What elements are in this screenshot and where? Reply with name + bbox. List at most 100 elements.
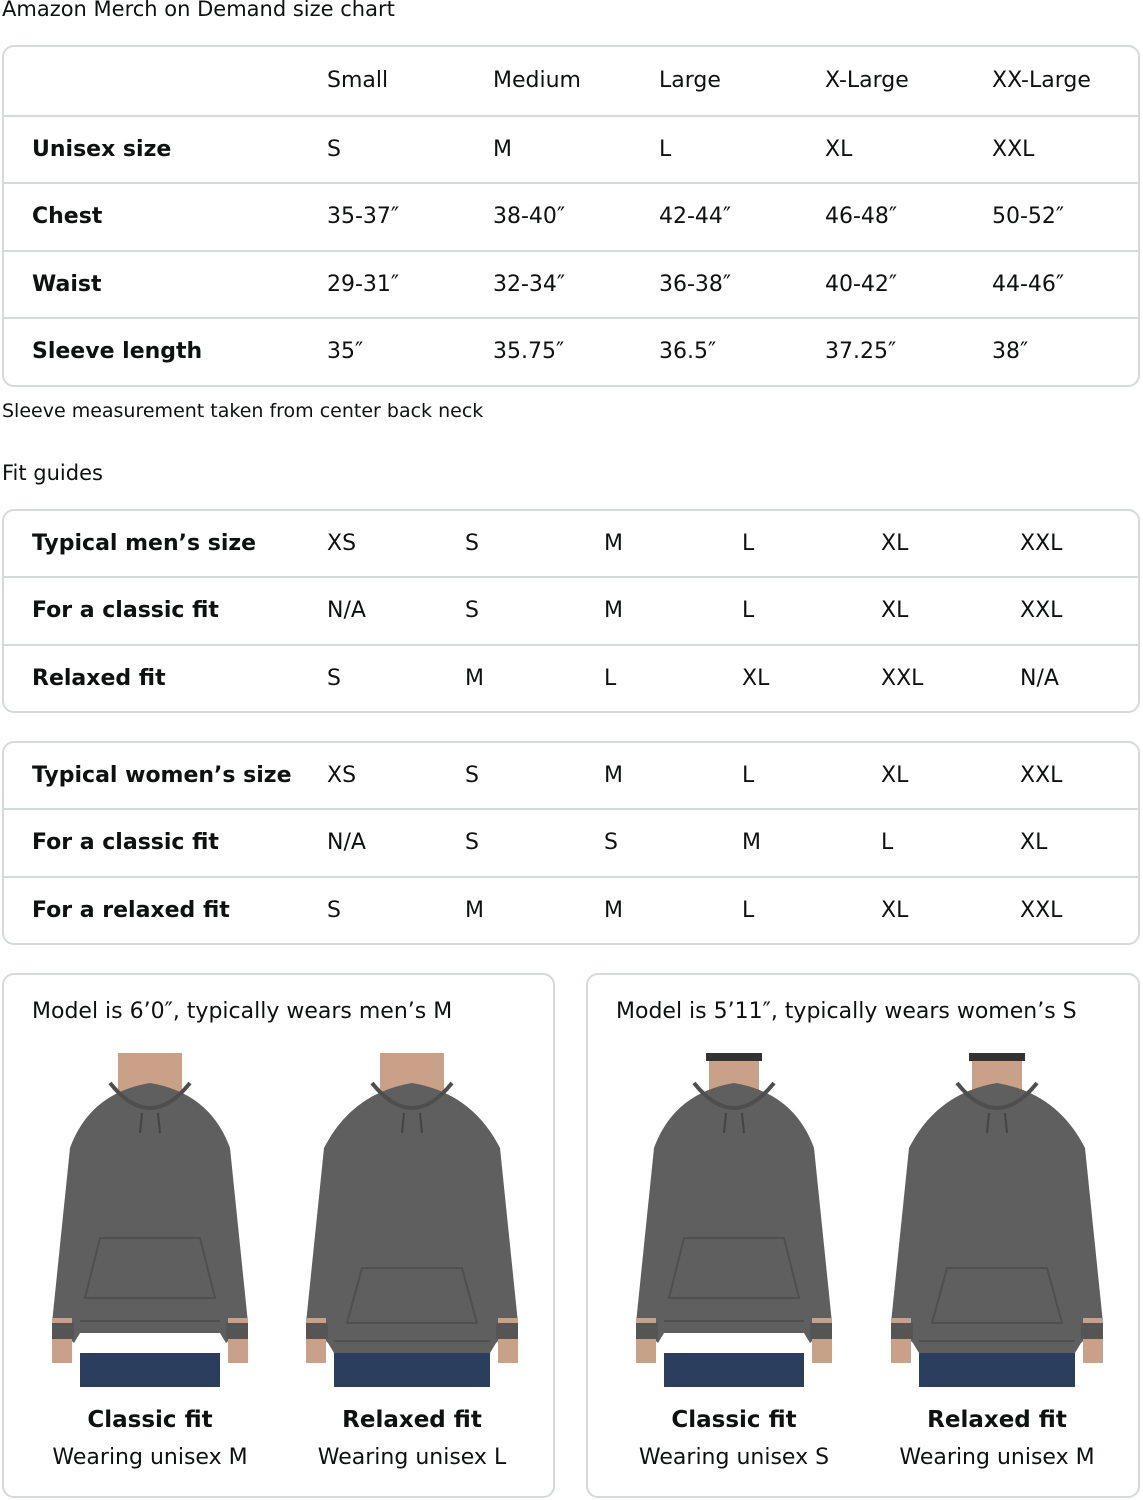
table-cell: L — [742, 531, 755, 556]
table-cell: XXL — [992, 136, 1035, 162]
table-cell: S — [604, 830, 618, 856]
table-cell: 35.75″ — [493, 339, 565, 365]
mens-model-card: Model is 6’0″, typically wears men’s M C… — [2, 973, 555, 1498]
table-cell: S — [327, 136, 341, 162]
fit-label: Classic fit — [671, 1407, 797, 1433]
table-cell: S — [327, 897, 341, 923]
table-cell: N/A — [327, 830, 366, 856]
table-cell: XXL — [1020, 763, 1063, 788]
womens-fit-table: Typical women’s size XS S M L XL XXL For a clas… — [2, 741, 1140, 945]
column-header: XX-Large — [992, 68, 1091, 94]
table-cell: XL — [742, 665, 770, 691]
table-cell: 38-40″ — [493, 204, 566, 230]
table-cell: 38″ — [992, 339, 1029, 365]
page-title: Amazon Merch on Demand size chart — [2, 0, 395, 21]
table-row: Chest 35-37″ 38-40″ 42-44″ 46-48″ 50-52″ — [4, 182, 1138, 250]
table-cell: XXL — [1020, 531, 1063, 556]
row-label: For a relaxed fit — [32, 897, 230, 923]
table-cell: M — [604, 897, 623, 923]
table-cell: L — [604, 665, 617, 691]
table-cell: 46-48″ — [825, 204, 898, 230]
table-cell: M — [604, 598, 623, 624]
table-cell: XS — [327, 763, 357, 788]
table-row: Sleeve length 35″ 35.75″ 36.5″ 37.25″ 38″ — [4, 317, 1138, 385]
column-header: Small — [327, 68, 389, 94]
table-cell: XXL — [881, 665, 924, 691]
table-row: For a classic fit N/A S S M L XL — [4, 808, 1138, 876]
fit-label: Relaxed fit — [342, 1407, 482, 1433]
table-cell: XXL — [1020, 598, 1063, 624]
wearing-size: Wearing unisex M — [899, 1445, 1095, 1470]
column-header: X-Large — [825, 68, 909, 94]
column-header: Large — [659, 68, 721, 94]
hoodie-model-photo — [30, 1053, 270, 1387]
table-cell: 50-52″ — [992, 204, 1065, 230]
table-cell: L — [659, 136, 672, 162]
table-cell: XL — [1020, 830, 1048, 856]
table-cell: S — [465, 598, 479, 624]
table-cell: M — [604, 531, 623, 556]
table-row: For a relaxed fit S M M L XL XXL — [4, 875, 1138, 944]
wearing-size: Wearing unisex L — [317, 1445, 507, 1470]
table-cell: N/A — [1020, 665, 1059, 691]
table-cell: N/A — [327, 598, 366, 624]
table-cell: 37.25″ — [825, 339, 897, 365]
table-cell: M — [465, 665, 484, 691]
table-cell: M — [465, 897, 484, 923]
row-label: Unisex size — [32, 136, 172, 162]
table-cell: XL — [825, 136, 853, 162]
column-header: Medium — [493, 68, 581, 94]
table-row: Waist 29-31″ 32-34″ 36-38″ 40-42″ 44-46″ — [4, 249, 1138, 318]
table-header-row: Small Medium Large X-Large XX-Large — [4, 47, 1138, 115]
table-row: Unisex size S M L XL XXL — [4, 114, 1138, 183]
model-caption: Model is 6’0″, typically wears men’s M — [32, 999, 453, 1024]
table-cell: L — [742, 897, 755, 923]
table-row: For a classic fit N/A S M L XL XXL — [4, 576, 1138, 644]
wearing-size: Wearing unisex M — [52, 1445, 248, 1470]
table-cell: 36-38″ — [659, 271, 732, 297]
table-row: Typical men’s size XS S M L XL XXL — [4, 511, 1138, 576]
table-cell: L — [742, 598, 755, 624]
table-cell: 42-44″ — [659, 204, 732, 230]
row-label: Sleeve length — [32, 339, 203, 365]
row-label: Chest — [32, 204, 103, 230]
table-cell: XL — [881, 598, 909, 624]
table-cell: M — [742, 830, 761, 856]
table-cell: 29-31″ — [327, 271, 400, 297]
wearing-size: Wearing unisex S — [638, 1445, 830, 1470]
mens-fit-table: Typical men’s size XS S M L XL XXL For a classi… — [2, 509, 1140, 713]
table-cell: XS — [327, 531, 357, 556]
row-label: For a classic fit — [32, 598, 219, 624]
row-label: For a classic fit — [32, 830, 219, 856]
fit-label: Relaxed fit — [927, 1407, 1067, 1433]
womens-model-card: Model is 5’11″, typically wears women’s … — [586, 973, 1140, 1498]
row-label: Typical women’s size — [32, 763, 292, 788]
row-label: Relaxed fit — [32, 665, 166, 691]
table-cell: L — [881, 830, 894, 856]
table-cell: XL — [881, 897, 909, 923]
hoodie-model-photo — [877, 1053, 1117, 1387]
table-cell: 32-34″ — [493, 271, 566, 297]
table-cell: 35″ — [327, 339, 364, 365]
row-label: Waist — [32, 271, 102, 297]
table-cell: S — [465, 531, 479, 556]
fit-guides-heading: Fit guides — [2, 461, 103, 485]
hoodie-model-photo — [292, 1053, 532, 1387]
model-caption: Model is 5’11″, typically wears women’s … — [616, 999, 1077, 1024]
table-cell: 35-37″ — [327, 204, 400, 230]
table-cell: XL — [881, 763, 909, 788]
table-cell: XL — [881, 531, 909, 556]
table-cell: S — [465, 763, 479, 788]
fit-label: Classic fit — [87, 1407, 213, 1433]
table-row: Typical women’s size XS S M L XL XXL — [4, 743, 1138, 808]
table-cell: S — [327, 665, 341, 691]
table-cell: M — [604, 763, 623, 788]
table-row: Relaxed fit S M L XL XXL N/A — [4, 643, 1138, 712]
table-cell: 40-42″ — [825, 271, 898, 297]
table-cell: 36.5″ — [659, 339, 717, 365]
row-label: Typical men’s size — [32, 531, 257, 556]
hoodie-model-photo — [614, 1053, 854, 1387]
table-cell: M — [493, 136, 512, 162]
table-cell: S — [465, 830, 479, 856]
size-table: Small Medium Large X-Large XX-Large Unisex si… — [2, 45, 1140, 387]
